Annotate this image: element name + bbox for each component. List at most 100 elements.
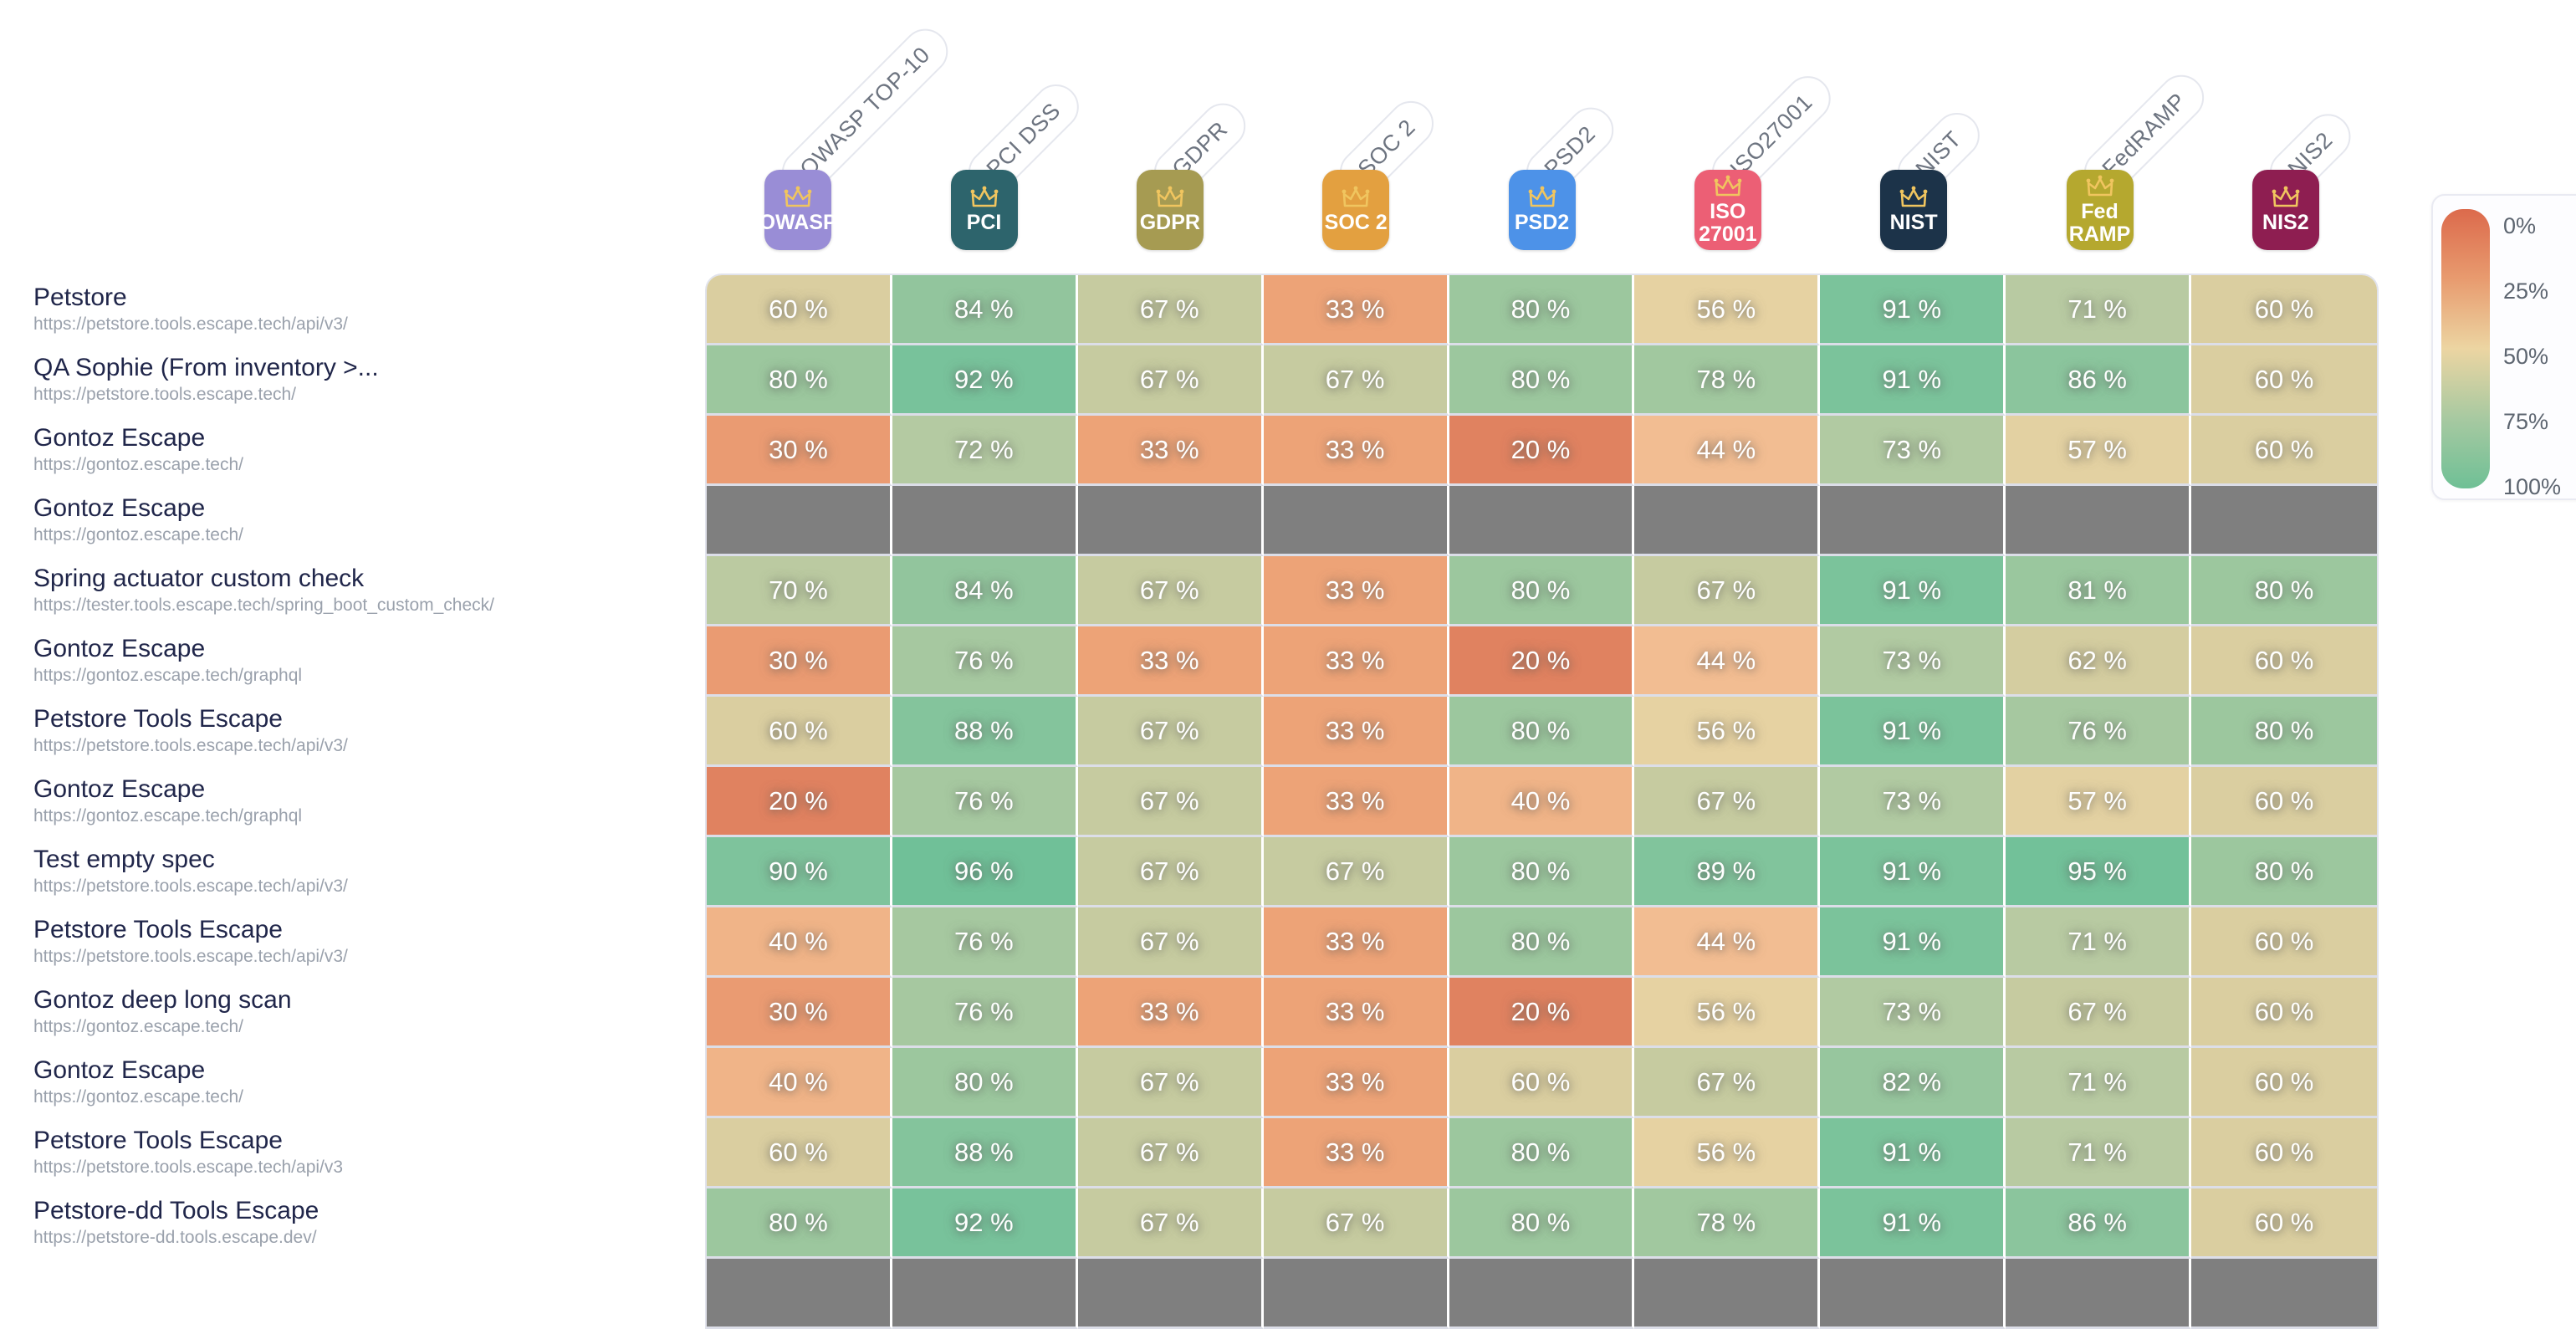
matrix-cell[interactable]: 67 % — [1077, 767, 1264, 837]
matrix-cell[interactable]: 60 % — [2191, 978, 2377, 1048]
matrix-cell[interactable]: 91 % — [1820, 1118, 2006, 1188]
matrix-cell[interactable]: 91 % — [1820, 345, 2006, 416]
matrix-cell[interactable]: 60 % — [2191, 626, 2377, 697]
matrix-cell[interactable]: 80 % — [1449, 275, 1635, 345]
matrix-cell[interactable]: 60 % — [2191, 416, 2377, 486]
matrix-cell[interactable]: 82 % — [1820, 1048, 2006, 1118]
matrix-cell[interactable]: 84 % — [892, 275, 1078, 345]
matrix-cell[interactable]: 57 % — [2006, 416, 2192, 486]
scan-title[interactable]: Test empty spec — [33, 845, 215, 873]
matrix-cell[interactable]: 86 % — [2006, 1188, 2192, 1259]
matrix-cell[interactable]: 91 % — [1820, 697, 2006, 767]
matrix-cell[interactable]: 33 % — [1263, 626, 1449, 697]
matrix-cell[interactable]: 81 % — [2006, 556, 2192, 626]
matrix-cell[interactable]: 72 % — [892, 416, 1078, 486]
scan-title[interactable]: Gontoz Escape — [33, 1056, 206, 1084]
matrix-cell[interactable]: 60 % — [2191, 275, 2377, 345]
matrix-cell[interactable]: 56 % — [1634, 697, 1821, 767]
matrix-cell[interactable]: 80 % — [1449, 907, 1635, 978]
standard-badge-fedramp[interactable]: Fed RAMP — [2066, 170, 2134, 250]
matrix-cell[interactable]: 33 % — [1263, 416, 1449, 486]
matrix-cell[interactable]: 20 % — [1449, 626, 1635, 697]
matrix-cell[interactable]: 56 % — [1634, 978, 1821, 1048]
matrix-cell[interactable]: 71 % — [2006, 1118, 2192, 1188]
matrix-cell[interactable]: 60 % — [707, 1118, 892, 1188]
matrix-cell[interactable]: 80 % — [2191, 556, 2377, 626]
scan-title[interactable]: Petstore Tools Escape — [33, 704, 283, 733]
matrix-cell[interactable] — [1263, 1259, 1449, 1329]
matrix-cell[interactable]: 60 % — [707, 275, 892, 345]
matrix-cell[interactable]: 91 % — [1820, 556, 2006, 626]
matrix-cell[interactable]: 33 % — [1077, 978, 1264, 1048]
matrix-cell[interactable]: 33 % — [1263, 1048, 1449, 1118]
scan-title[interactable]: Gontoz Escape — [33, 634, 206, 662]
matrix-cell[interactable]: 73 % — [1820, 978, 2006, 1048]
matrix-cell[interactable] — [2191, 486, 2377, 556]
matrix-cell[interactable]: 40 % — [707, 1048, 892, 1118]
matrix-cell[interactable]: 67 % — [1077, 837, 1264, 907]
matrix-cell[interactable]: 33 % — [1263, 907, 1449, 978]
matrix-cell[interactable]: 40 % — [1449, 767, 1635, 837]
matrix-cell[interactable]: 30 % — [707, 978, 892, 1048]
matrix-cell[interactable]: 86 % — [2006, 345, 2192, 416]
matrix-cell[interactable] — [2006, 486, 2192, 556]
matrix-cell[interactable] — [1820, 486, 2006, 556]
matrix-cell[interactable]: 90 % — [707, 837, 892, 907]
matrix-cell[interactable]: 67 % — [1263, 837, 1449, 907]
matrix-cell[interactable] — [2006, 1259, 2192, 1329]
matrix-cell[interactable]: 78 % — [1634, 345, 1821, 416]
matrix-cell[interactable]: 73 % — [1820, 767, 2006, 837]
matrix-cell[interactable]: 80 % — [1449, 1118, 1635, 1188]
matrix-cell[interactable]: 67 % — [2006, 978, 2192, 1048]
matrix-cell[interactable]: 44 % — [1634, 626, 1821, 697]
matrix-cell[interactable] — [892, 1259, 1078, 1329]
matrix-cell[interactable]: 67 % — [1634, 767, 1821, 837]
standard-badge-pci[interactable]: PCI — [950, 170, 1018, 250]
matrix-cell[interactable]: 60 % — [2191, 1118, 2377, 1188]
standard-badge-iso27001[interactable]: ISO 27001 — [1694, 170, 1761, 250]
matrix-cell[interactable]: 67 % — [1077, 697, 1264, 767]
matrix-cell[interactable]: 30 % — [707, 626, 892, 697]
matrix-cell[interactable]: 80 % — [2191, 697, 2377, 767]
matrix-cell[interactable]: 80 % — [707, 345, 892, 416]
matrix-cell[interactable]: 70 % — [707, 556, 892, 626]
matrix-cell[interactable] — [707, 486, 892, 556]
matrix-cell[interactable]: 88 % — [892, 697, 1078, 767]
matrix-cell[interactable] — [1634, 486, 1821, 556]
matrix-cell[interactable] — [1820, 1259, 2006, 1329]
matrix-cell[interactable]: 80 % — [1449, 1188, 1635, 1259]
scan-title[interactable]: QA Sophie (From inventory >... — [33, 353, 379, 381]
matrix-cell[interactable]: 33 % — [1263, 1118, 1449, 1188]
matrix-cell[interactable] — [1449, 1259, 1635, 1329]
matrix-cell[interactable]: 76 % — [892, 626, 1078, 697]
matrix-cell[interactable]: 89 % — [1634, 837, 1821, 907]
matrix-cell[interactable]: 76 % — [2006, 697, 2192, 767]
matrix-cell[interactable]: 44 % — [1634, 416, 1821, 486]
standard-badge-psd2[interactable]: PSD2 — [1508, 170, 1576, 250]
matrix-cell[interactable]: 67 % — [1077, 907, 1264, 978]
matrix-cell[interactable]: 56 % — [1634, 275, 1821, 345]
scan-title[interactable]: Petstore — [33, 283, 127, 311]
matrix-cell[interactable]: 67 % — [1077, 1118, 1264, 1188]
matrix-cell[interactable] — [1077, 486, 1264, 556]
matrix-cell[interactable]: 57 % — [2006, 767, 2192, 837]
matrix-cell[interactable]: 20 % — [1449, 978, 1635, 1048]
matrix-cell[interactable]: 73 % — [1820, 626, 2006, 697]
matrix-cell[interactable]: 91 % — [1820, 1188, 2006, 1259]
matrix-cell[interactable]: 96 % — [892, 837, 1078, 907]
matrix-cell[interactable]: 60 % — [2191, 767, 2377, 837]
matrix-cell[interactable]: 40 % — [707, 907, 892, 978]
scan-title[interactable]: Petstore Tools Escape — [33, 915, 283, 943]
matrix-cell[interactable]: 80 % — [1449, 345, 1635, 416]
matrix-cell[interactable]: 73 % — [1820, 416, 2006, 486]
scan-title[interactable]: Petstore Tools Escape — [33, 1126, 283, 1154]
matrix-cell[interactable]: 60 % — [2191, 907, 2377, 978]
matrix-cell[interactable]: 33 % — [1263, 767, 1449, 837]
matrix-cell[interactable]: 80 % — [1449, 697, 1635, 767]
matrix-cell[interactable]: 80 % — [1449, 556, 1635, 626]
matrix-cell[interactable]: 80 % — [892, 1048, 1078, 1118]
matrix-cell[interactable] — [892, 486, 1078, 556]
matrix-cell[interactable]: 71 % — [2006, 1048, 2192, 1118]
matrix-cell[interactable]: 71 % — [2006, 907, 2192, 978]
matrix-cell[interactable]: 67 % — [1077, 345, 1264, 416]
